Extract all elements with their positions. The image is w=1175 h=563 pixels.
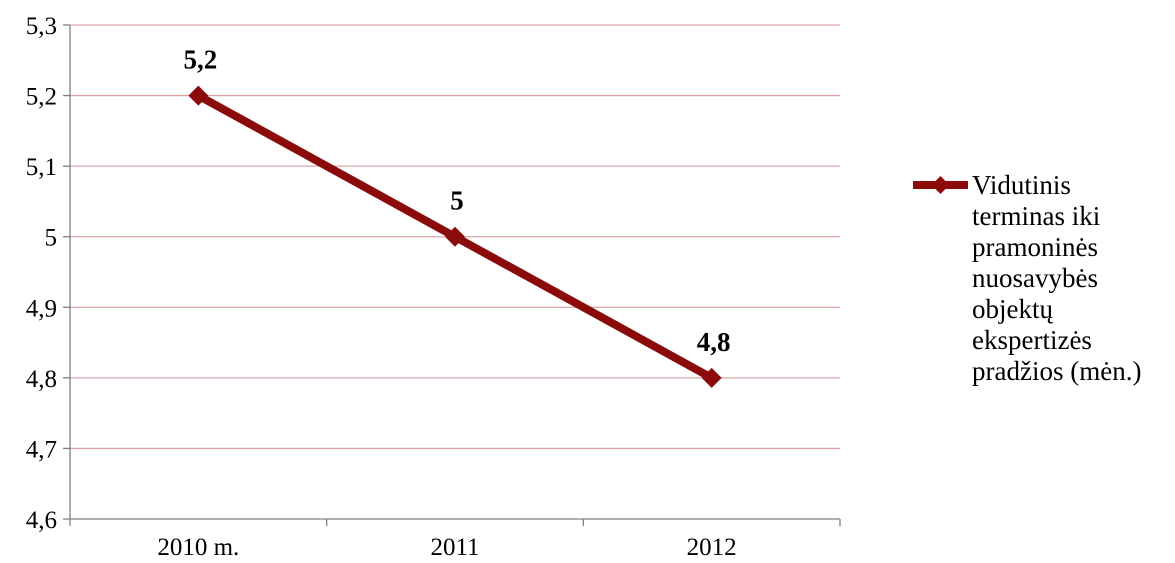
legend-entry: Vidutinis terminas iki pramoninės nuosavybė… (972, 170, 1141, 386)
legend-entry-line: ekspertizės (972, 325, 1092, 355)
axes (63, 24, 841, 526)
data-labels: 5,2 5 4,8 (183, 45, 730, 357)
data-point-marker (188, 85, 209, 106)
x-tick-label: 2011 (430, 534, 479, 561)
series (188, 85, 722, 388)
x-tick-label: 2010 m. (157, 534, 239, 561)
x-tick-label: 2012 (687, 534, 737, 561)
y-tick-label: 4,8 (26, 366, 57, 393)
data-point-marker (701, 367, 722, 388)
y-tick-label: 4,6 (26, 507, 57, 534)
data-point-marker (445, 226, 465, 247)
y-tick-label: 4,7 (26, 436, 57, 463)
data-label: 4,8 (697, 327, 731, 357)
data-label: 5 (450, 186, 464, 216)
legend-entry-line: objektų (972, 294, 1053, 324)
y-axis-tick-labels: 4,6 4,7 4,8 4,9 5 5,1 5,2 5,3 (26, 13, 57, 534)
y-tick-label: 4,9 (26, 295, 57, 322)
y-tick-label: 5 (45, 225, 58, 252)
legend-entry-line: terminas iki (972, 201, 1100, 231)
x-axis-tick-labels: 2010 m. 2011 2012 (157, 534, 736, 561)
legend: Vidutinis terminas iki pramoninės nuosavybė… (913, 170, 1141, 386)
legend-marker (931, 176, 950, 194)
legend-entry-line: Vidutinis (972, 170, 1071, 200)
y-tick-label: 5,2 (26, 84, 57, 111)
y-tick-label: 5,3 (26, 13, 57, 40)
legend-entry-line: pramoninės (972, 232, 1098, 262)
y-tick-label: 5,1 (26, 154, 57, 181)
data-label: 5,2 (183, 45, 217, 75)
legend-entry-line: nuosavybės (972, 263, 1098, 293)
legend-entry-line: pradžios (mėn.) (972, 356, 1141, 386)
